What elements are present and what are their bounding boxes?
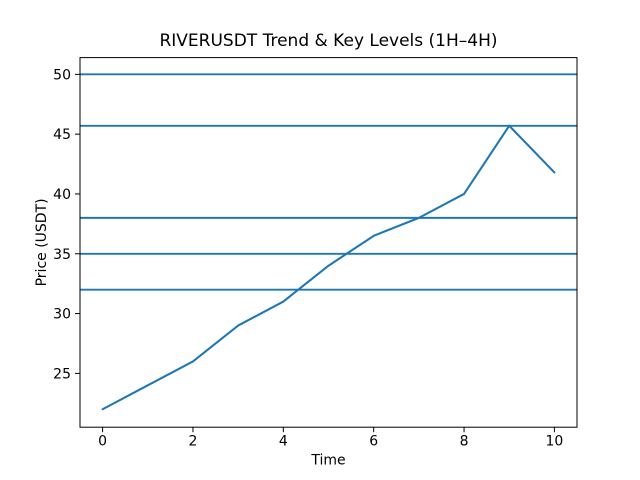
x-tick-label: 4 [279,434,288,450]
y-tick-label: 25 [53,366,71,382]
x-tick-label: 2 [188,434,197,450]
y-tick-label: 40 [53,187,71,203]
x-axis-label: Time [310,453,345,469]
y-tick-label: 45 [53,127,71,143]
chart-title: RIVERUSDT Trend & Key Levels (1H–4H) [159,31,497,51]
y-tick-label: 35 [53,247,71,263]
y-tick-label: 50 [53,67,71,83]
y-tick-label: 30 [53,307,71,323]
x-tick-label: 0 [98,434,107,450]
axes-border [79,57,578,428]
trend-line [101,124,556,411]
y-axis-label: Price (USDT) [34,198,50,286]
x-tick-label: 8 [460,434,469,450]
x-tick-label: 10 [545,434,563,450]
x-tick-label: 6 [369,434,378,450]
